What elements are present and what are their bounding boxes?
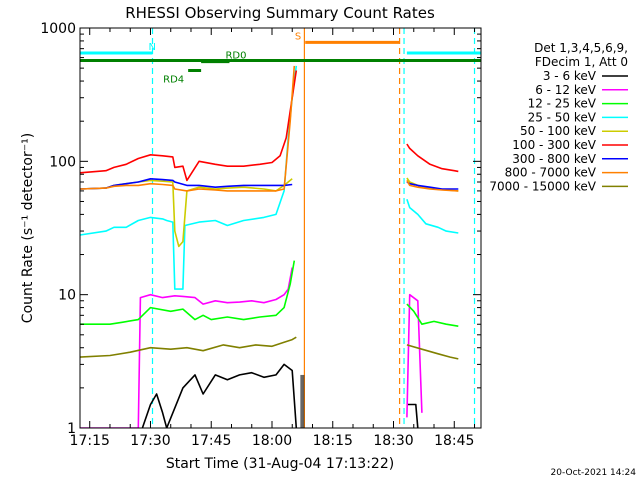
series-line	[80, 70, 298, 182]
legend-entry-label: 12 - 25 keV	[528, 97, 597, 111]
series-line	[406, 344, 459, 360]
legend-entry-label: 3 - 6 keV	[543, 69, 597, 83]
chart-title: RHESSI Observing Summary Count Rates	[125, 4, 435, 22]
footer-date: 20-Oct-2021 14:24	[551, 468, 637, 478]
legend-entry-label: 7000 - 15000 keV	[489, 179, 596, 193]
x-axis-label: Start Time (31-Aug-04 17:13:22)	[166, 456, 394, 472]
x-tick-label: 18:30	[373, 433, 413, 449]
series-line	[407, 403, 419, 428]
y-tick-label: 10	[58, 288, 76, 304]
annotation-label: RD0	[225, 51, 246, 62]
legend-header-line2: FDecim 1, Att 0	[535, 55, 628, 69]
x-tick-label: 17:30	[130, 433, 170, 449]
legend-entry-label: 100 - 300 keV	[512, 138, 596, 152]
series-line	[406, 198, 459, 234]
legend-entry-label: 6 - 12 keV	[535, 83, 597, 97]
series-line	[406, 293, 423, 418]
series-line	[80, 336, 297, 358]
x-tick-label: 18:45	[434, 433, 474, 449]
legend-entry-label: 800 - 7000 keV	[505, 166, 597, 180]
series-line	[406, 180, 459, 192]
y-tick-label: 1	[67, 421, 76, 437]
legend-entry-label: 25 - 50 keV	[528, 110, 597, 124]
legend-entry-label: 50 - 100 keV	[520, 124, 597, 138]
series-line	[80, 65, 298, 290]
y-tick-label: 100	[49, 154, 76, 170]
x-tick-label: 17:15	[70, 433, 110, 449]
annotation-label: RD4	[163, 75, 184, 86]
series-line	[406, 181, 459, 190]
plot-area	[80, 28, 481, 428]
plot-frame	[79, 27, 482, 429]
series-line	[80, 65, 296, 192]
series-line	[80, 178, 293, 248]
annotation-label: N	[149, 42, 156, 53]
annotation-label: S	[295, 31, 301, 42]
series-line	[141, 363, 298, 428]
x-tick-label: 18:15	[313, 433, 353, 449]
series-line	[80, 260, 296, 326]
series-line	[80, 178, 293, 190]
series-line	[80, 267, 293, 428]
series-line	[406, 143, 459, 173]
x-tick-label: 17:45	[191, 433, 231, 449]
series-line	[406, 303, 459, 327]
y-axis-label: Count Rate (s⁻¹ detector⁻¹)	[20, 133, 36, 323]
y-tick-label: 1000	[40, 21, 76, 37]
data-fill-band	[300, 374, 305, 428]
legend-header-line1: Det 1,3,4,5,6,9,	[534, 41, 628, 55]
legend-entry-label: 300 - 800 keV	[512, 152, 596, 166]
x-tick-label: 18:00	[252, 433, 292, 449]
